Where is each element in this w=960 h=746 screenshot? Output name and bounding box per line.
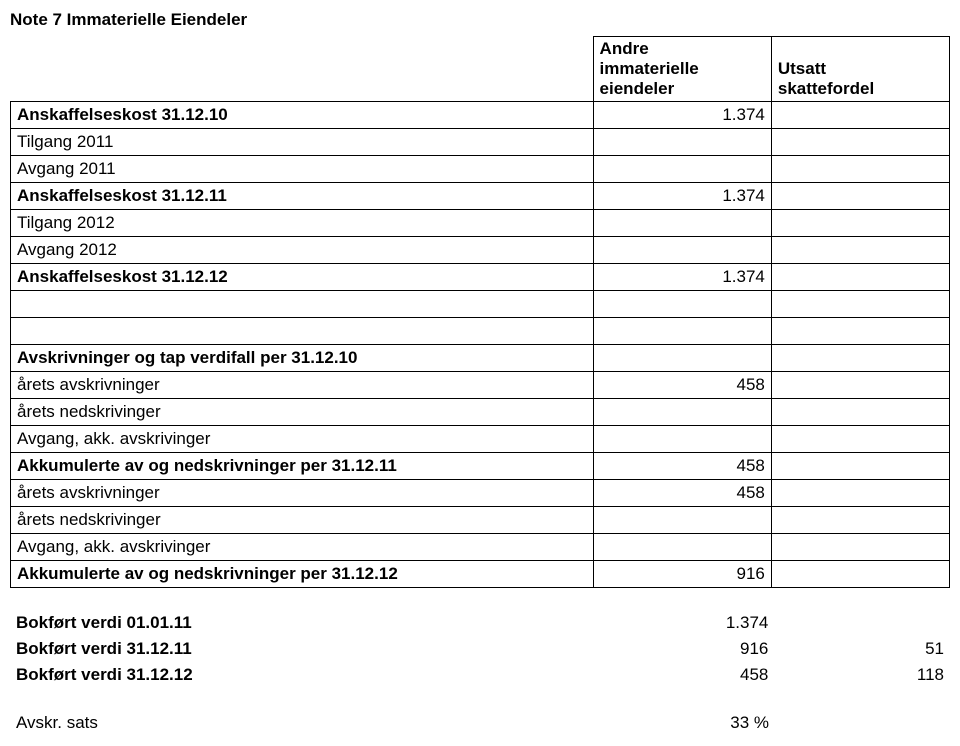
s2-r8-label: Avgang, akk. avskrivinger (11, 534, 594, 561)
footer-label: Avskr. sats (10, 710, 599, 736)
s1-r6-label: Avgang 2012 (11, 237, 594, 264)
s1-r3-val3 (771, 156, 949, 183)
s1-r2-label: Tilgang 2011 (11, 129, 594, 156)
s2-r6-val: 458 (593, 480, 771, 507)
s1-r6-val (593, 237, 771, 264)
s2-r1-val (593, 345, 771, 372)
s1-r2-val (593, 129, 771, 156)
gap2-c3 (771, 318, 949, 345)
s3-r3-val: 458 (598, 662, 774, 688)
s3-r2-label: Bokført verdi 31.12.11 (10, 636, 598, 662)
s3-r1-val: 1.374 (598, 610, 774, 636)
gap1-c3 (771, 291, 949, 318)
s2-r6-label: årets avskrivninger (11, 480, 594, 507)
gap1-c1 (11, 291, 594, 318)
s3-r2-val: 916 (598, 636, 774, 662)
s2-r4-val (593, 426, 771, 453)
s2-r5-val: 458 (593, 453, 771, 480)
header-col3-l1: Utsatt (778, 59, 826, 78)
s1-r4-val3 (771, 183, 949, 210)
header-col2: Andre immaterielle eiendeler (593, 37, 771, 102)
s1-r6-val3 (771, 237, 949, 264)
s3-r1-val3 (774, 610, 950, 636)
footer-val: 33 % (599, 710, 775, 736)
s3-r3-label: Bokført verdi 31.12.12 (10, 662, 598, 688)
s2-r4-val3 (771, 426, 949, 453)
s1-r3-val (593, 156, 771, 183)
s2-r9-val: 916 (593, 561, 771, 588)
s2-r4-label: Avgang, akk. avskrivinger (11, 426, 594, 453)
header-col3-l2: skattefordel (778, 79, 874, 98)
header-empty (11, 37, 594, 102)
s1-r5-val3 (771, 210, 949, 237)
s1-r4-label: Anskaffelseskost 31.12.11 (11, 183, 594, 210)
s1-r5-val (593, 210, 771, 237)
s2-r3-label: årets nedskrivinger (11, 399, 594, 426)
s3-r2-val3: 51 (774, 636, 950, 662)
gap2-c2 (593, 318, 771, 345)
s1-r7-label: Anskaffelseskost 31.12.12 (11, 264, 594, 291)
s2-r5-val3 (771, 453, 949, 480)
header-col2-l1: Andre (600, 39, 649, 58)
s1-r3-label: Avgang 2011 (11, 156, 594, 183)
bokfort-table: Bokført verdi 01.01.11 1.374 Bokført ver… (10, 610, 950, 688)
header-col2-l3: eiendeler (600, 79, 675, 98)
s2-r8-val3 (771, 534, 949, 561)
main-table: Andre immaterielle eiendeler Utsatt skat… (10, 36, 950, 588)
s2-r7-val (593, 507, 771, 534)
s2-r1-val3 (771, 345, 949, 372)
footer-val3 (775, 710, 950, 736)
s2-r9-val3 (771, 561, 949, 588)
s2-r9-label: Akkumulerte av og nedskrivninger per 31.… (11, 561, 594, 588)
s2-r3-val3 (771, 399, 949, 426)
s1-r4-val: 1.374 (593, 183, 771, 210)
s1-r7-val: 1.374 (593, 264, 771, 291)
s2-r3-val (593, 399, 771, 426)
s2-r7-val3 (771, 507, 949, 534)
s1-r2-val3 (771, 129, 949, 156)
s2-r6-val3 (771, 480, 949, 507)
s2-r7-label: årets nedskrivinger (11, 507, 594, 534)
s2-r1-label: Avskrivninger og tap verdifall per 31.12… (11, 345, 594, 372)
s1-r1-val: 1.374 (593, 102, 771, 129)
s2-r2-val3 (771, 372, 949, 399)
s2-r2-label: årets avskrivninger (11, 372, 594, 399)
s2-r5-label: Akkumulerte av og nedskrivninger per 31.… (11, 453, 594, 480)
s3-r3-val3: 118 (774, 662, 950, 688)
s1-r7-val3 (771, 264, 949, 291)
s2-r2-val: 458 (593, 372, 771, 399)
footer-table: Avskr. sats 33 % (10, 710, 950, 736)
s1-r5-label: Tilgang 2012 (11, 210, 594, 237)
header-col2-l2: immaterielle (600, 59, 699, 78)
gap2-c1 (11, 318, 594, 345)
header-col3: Utsatt skattefordel (771, 37, 949, 102)
s1-r1-val3 (771, 102, 949, 129)
s2-r8-val (593, 534, 771, 561)
s1-r1-label: Anskaffelseskost 31.12.10 (11, 102, 594, 129)
gap1-c2 (593, 291, 771, 318)
s3-r1-label: Bokført verdi 01.01.11 (10, 610, 598, 636)
note-title: Note 7 Immaterielle Eiendeler (10, 10, 950, 30)
